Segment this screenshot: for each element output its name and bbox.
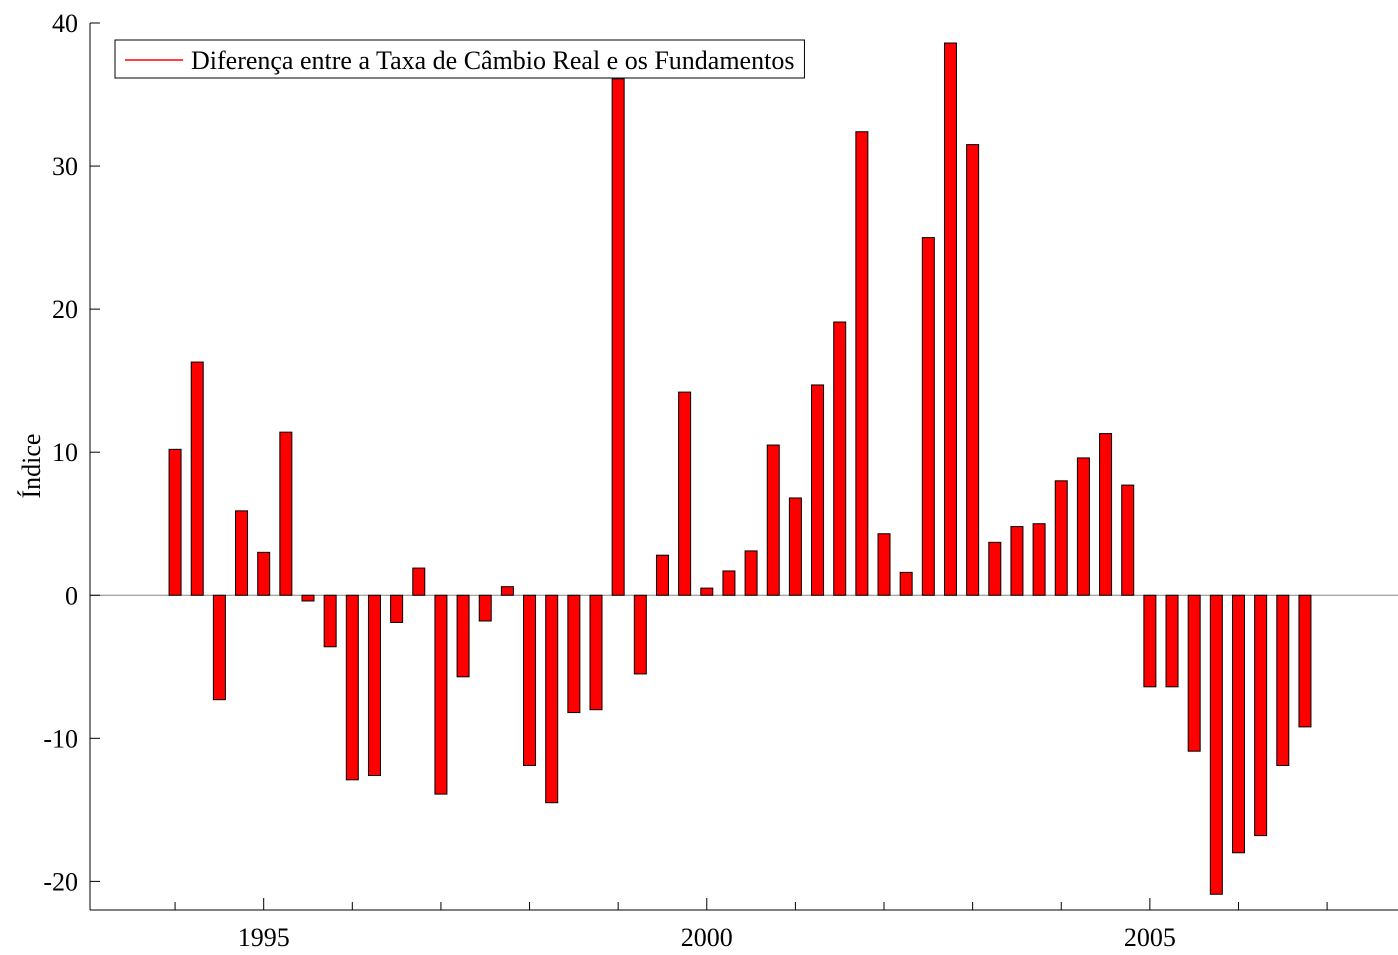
bar — [812, 385, 824, 595]
bar — [1122, 485, 1134, 595]
bar — [967, 145, 979, 596]
y-tick-label: 20 — [52, 295, 78, 324]
bar — [435, 595, 447, 794]
x-tick-label: 2005 — [1124, 923, 1176, 950]
y-axis-label: Índice — [17, 434, 46, 499]
y-tick-label: -20 — [43, 867, 78, 896]
bar — [1232, 595, 1244, 853]
bar — [590, 595, 602, 709]
bar — [745, 551, 757, 595]
bar — [679, 392, 691, 595]
bar — [169, 449, 181, 595]
legend-label: Diferença entre a Taxa de Câmbio Real e … — [191, 46, 794, 75]
bar — [280, 432, 292, 595]
bar — [1255, 595, 1267, 835]
bar — [1055, 481, 1067, 595]
y-tick-label: -10 — [43, 724, 78, 753]
bar — [1011, 527, 1023, 596]
bar — [634, 595, 646, 674]
bar — [1077, 458, 1089, 595]
bar — [723, 571, 735, 595]
bar — [767, 445, 779, 595]
bar — [856, 132, 868, 596]
bar — [236, 511, 248, 595]
bar — [1166, 595, 1178, 687]
bar — [612, 79, 624, 595]
bar — [789, 498, 801, 595]
bar — [878, 534, 890, 596]
bar — [989, 542, 1001, 595]
y-tick-label: 30 — [52, 152, 78, 181]
bar — [1100, 434, 1112, 596]
bar — [1277, 595, 1289, 765]
y-tick-label: 0 — [65, 581, 78, 610]
bar — [922, 238, 934, 596]
x-tick-label: 1995 — [238, 923, 290, 950]
bar — [346, 595, 358, 780]
x-tick-label: 2000 — [681, 923, 733, 950]
bar — [302, 595, 314, 601]
bar — [479, 595, 491, 621]
bar — [191, 362, 203, 595]
bar — [391, 595, 403, 622]
bar — [1188, 595, 1200, 751]
bar — [1033, 524, 1045, 596]
bar — [701, 588, 713, 595]
bar — [834, 322, 846, 595]
bar — [546, 595, 558, 802]
y-tick-label: 40 — [52, 9, 78, 38]
y-tick-label: 10 — [52, 438, 78, 467]
bar — [1144, 595, 1156, 687]
bar — [213, 595, 225, 699]
bar — [413, 568, 425, 595]
bar — [368, 595, 380, 775]
bar — [501, 587, 513, 596]
chart: Índice -20 -10 0 10 20 30 40 1995 2000 2005 Difere… — [0, 0, 1398, 950]
bar — [944, 43, 956, 595]
bar — [1299, 595, 1311, 727]
bar — [457, 595, 469, 677]
bar — [258, 552, 270, 595]
bar — [324, 595, 336, 647]
bar — [900, 572, 912, 595]
bar — [656, 555, 668, 595]
bar — [1210, 595, 1222, 894]
bar — [568, 595, 580, 712]
bar — [524, 595, 536, 765]
